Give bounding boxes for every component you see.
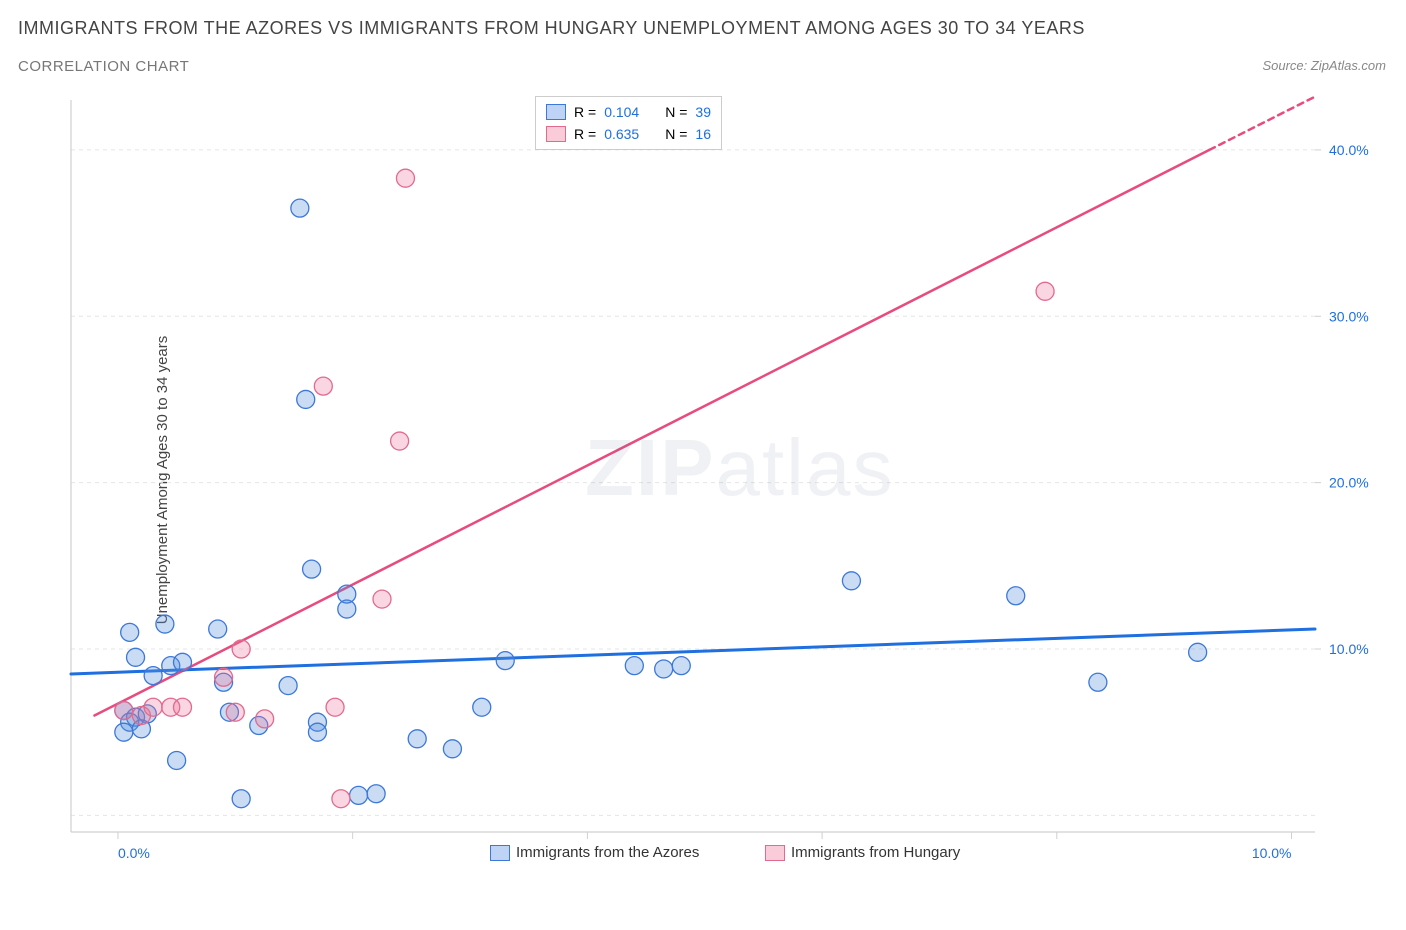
legend-r-value: 0.635	[604, 123, 639, 145]
legend-n-label: N =	[665, 101, 687, 123]
chart-subtitle: CORRELATION CHART	[18, 58, 189, 75]
legend-row: R = 0.635 N = 16	[546, 123, 711, 145]
source-label: Source:	[1262, 58, 1310, 73]
legend-n-value: 16	[695, 123, 711, 145]
legend-r-label: R =	[574, 123, 596, 145]
svg-text:40.0%: 40.0%	[1329, 142, 1369, 158]
svg-text:0.0%: 0.0%	[118, 845, 150, 861]
scatter-svg: 0.0% 10.0% 10.0% 20.0% 30.0% 40.0%	[65, 92, 1385, 872]
correlation-legend: R = 0.104 N = 39 R = 0.635 N = 16	[535, 96, 722, 150]
legend-r-value: 0.104	[604, 101, 639, 123]
plot-area: 0.0%10.0%10.0%20.0%30.0%40.0% ZIPatlas R…	[65, 92, 1385, 872]
legend-swatch	[765, 845, 785, 861]
legend-series-label: Immigrants from Hungary	[791, 844, 960, 861]
legend-n-value: 39	[695, 101, 711, 123]
source-name: ZipAtlas.com	[1311, 58, 1386, 73]
legend-swatch	[490, 845, 510, 861]
source-credit: Source: ZipAtlas.com	[1262, 58, 1386, 73]
svg-text:10.0%: 10.0%	[1329, 641, 1369, 657]
legend-swatch	[546, 126, 566, 142]
svg-text:20.0%: 20.0%	[1329, 475, 1369, 491]
legend-row: R = 0.104 N = 39	[546, 101, 711, 123]
chart-title: IMMIGRANTS FROM THE AZORES VS IMMIGRANTS…	[18, 18, 1085, 39]
series-legend-azores: Immigrants from the Azores	[490, 844, 699, 861]
legend-n-label: N =	[665, 123, 687, 145]
svg-text:10.0%: 10.0%	[1252, 845, 1292, 861]
series-legend-hungary: Immigrants from Hungary	[765, 844, 960, 861]
legend-r-label: R =	[574, 101, 596, 123]
svg-text:30.0%: 30.0%	[1329, 308, 1369, 324]
legend-swatch	[546, 104, 566, 120]
legend-series-label: Immigrants from the Azores	[516, 844, 699, 861]
